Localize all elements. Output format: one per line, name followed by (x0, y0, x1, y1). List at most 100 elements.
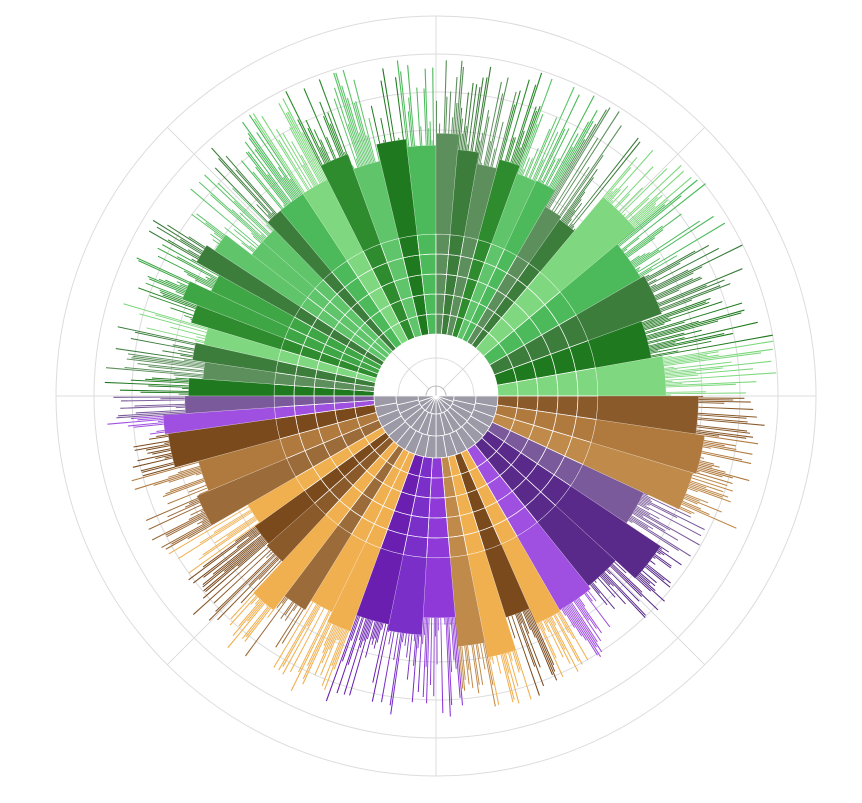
sunburst-segment (551, 121, 590, 189)
sunburst-segment (426, 537, 451, 559)
sunburst-segment (213, 509, 251, 533)
sunburst-segment (684, 495, 700, 502)
sunburst-segment (158, 420, 164, 422)
sunburst-segment (168, 506, 249, 555)
sunburst-segment (502, 654, 515, 700)
sunburst-segment (632, 220, 700, 266)
sunburst-segment (202, 542, 268, 599)
sunburst-segment (342, 69, 371, 164)
sunburst-segment (396, 60, 408, 147)
sunburst-segment (298, 610, 330, 673)
sunburst-segment (346, 97, 368, 165)
sunburst-segment (183, 270, 214, 287)
sunburst-segment (461, 92, 469, 151)
sunburst-segment (454, 102, 458, 134)
sunburst-segment (205, 540, 267, 593)
sunburst-segment (285, 112, 324, 183)
sunburst-segment (538, 128, 566, 183)
sunburst-segment (380, 631, 395, 703)
sunburst-segment (565, 606, 587, 641)
sunburst-segment (202, 516, 208, 520)
sunburst-segment (472, 644, 480, 685)
sunburst-segment (335, 72, 365, 166)
sunburst-segment (628, 170, 685, 222)
sunburst-segment (542, 159, 556, 184)
sunburst-segment (301, 132, 327, 181)
sunburst-segment (650, 284, 657, 288)
sunburst-segment (165, 279, 187, 290)
sunburst-segment (665, 380, 673, 383)
sunburst-segment (212, 535, 262, 575)
sunburst-segment (507, 616, 516, 639)
sunburst-segment (425, 617, 429, 667)
sunburst-segment (538, 622, 564, 678)
sunburst-segment (615, 193, 630, 209)
sunburst-segment (516, 377, 539, 397)
sunburst-segment (570, 603, 603, 653)
sunburst-segment (287, 111, 325, 182)
sunburst-segment (202, 378, 203, 380)
sunburst-segment (302, 164, 316, 187)
sunburst-segment (196, 213, 226, 236)
sunburst-segment (140, 391, 189, 394)
sunburst-segment (244, 598, 289, 657)
sunburst-segment (320, 146, 328, 163)
sunburst-segment (471, 644, 480, 694)
sunburst-segment (527, 609, 556, 672)
sunburst-segment (428, 128, 430, 146)
sunburst-segment (198, 490, 209, 495)
sunburst-segment (413, 634, 416, 642)
sunburst-segment (562, 607, 576, 628)
sunburst-segment (515, 614, 536, 667)
sunburst-segment (436, 617, 438, 665)
sunburst-segment (321, 629, 345, 687)
sunburst-segment (663, 352, 762, 367)
sunburst-segment (639, 268, 653, 277)
sunburst-segment (142, 463, 175, 473)
sunburst-segment (188, 511, 205, 521)
sunburst-segment (665, 383, 683, 385)
sunburst-segment (214, 167, 269, 223)
sunburst-segment (565, 203, 583, 225)
sunburst-segment (570, 141, 641, 229)
sunburst-segment (336, 627, 343, 641)
sunburst-segment (333, 72, 364, 166)
sunburst-segment (517, 110, 538, 166)
sunburst-segment (169, 478, 204, 492)
sunburst-segment (157, 255, 215, 285)
sunburst-segment (550, 147, 573, 188)
sunburst-segment (603, 571, 646, 616)
sunburst-segment (192, 531, 260, 584)
sunburst-segment (464, 645, 470, 685)
sunburst-segment (541, 128, 570, 184)
sunburst-segment (640, 255, 678, 278)
sunburst-segment (571, 602, 598, 643)
sunburst-segment (550, 616, 557, 626)
sunburst-segment (203, 533, 261, 578)
sunburst-segment (276, 596, 286, 609)
sunburst-segment (148, 504, 202, 530)
sunburst-segment (244, 607, 272, 642)
sunburst-segment (333, 87, 361, 167)
sunburst-segment (563, 198, 582, 223)
sunburst-segment (466, 144, 468, 151)
sunburst-segment (281, 608, 304, 644)
sunburst-segment (176, 281, 188, 287)
sunburst-segment (237, 541, 267, 567)
sunburst-segment (665, 371, 697, 376)
sunburst-segment (433, 617, 435, 697)
sunburst-segment (651, 266, 703, 292)
sunburst-segment (643, 492, 648, 496)
sunburst-segment (608, 189, 621, 203)
sunburst-segment (191, 258, 197, 263)
sunburst-segment (626, 229, 664, 257)
sunburst-segment (213, 549, 272, 604)
sunburst-segment (490, 148, 496, 167)
sunburst-segment (408, 97, 414, 147)
sunburst-segment (284, 602, 295, 616)
sunburst-segment (380, 80, 392, 142)
sunburst-segment (660, 283, 731, 311)
sunburst-segment (134, 443, 170, 451)
sunburst-segment (559, 125, 622, 216)
sunburst-segment (411, 634, 418, 703)
